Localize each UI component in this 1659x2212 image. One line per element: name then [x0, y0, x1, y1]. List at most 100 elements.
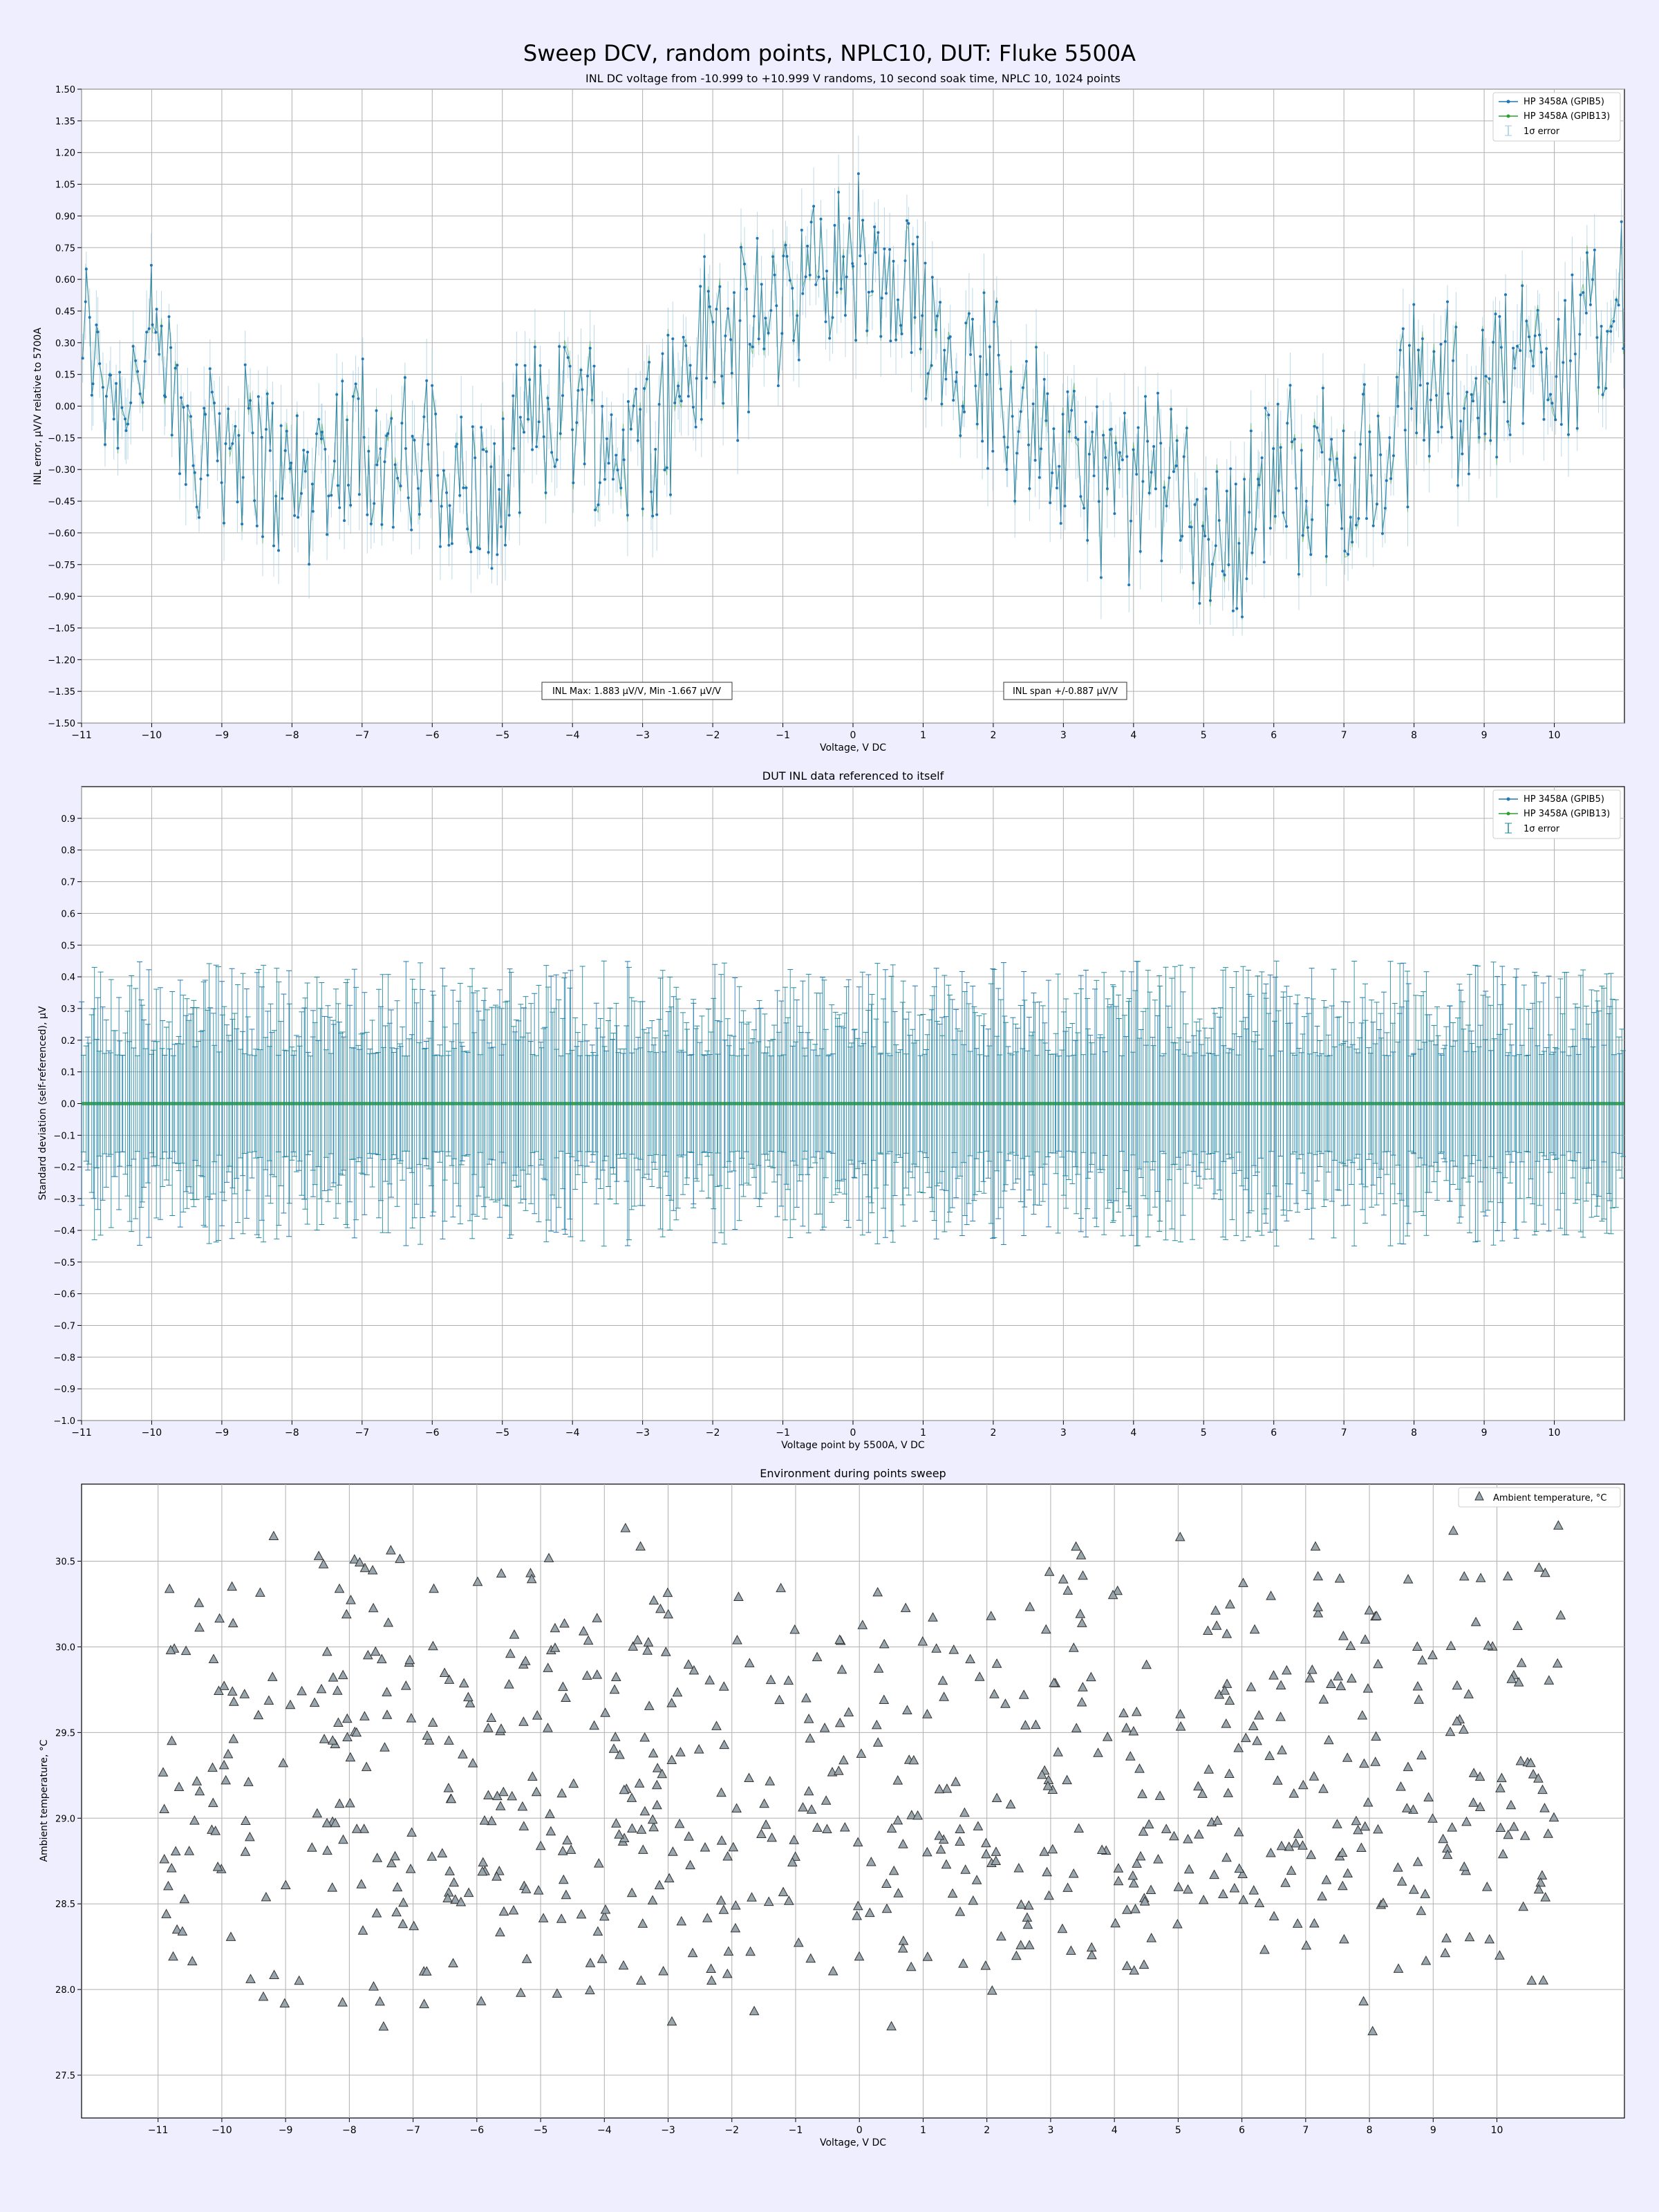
temperature-point: [610, 1732, 621, 1741]
temperature-point: [1096, 1844, 1107, 1854]
inl-point: [711, 320, 715, 324]
inl-point: [1201, 525, 1205, 527]
temperature-point: [1337, 1880, 1348, 1891]
inl-point: [126, 422, 129, 426]
inl-point: [1426, 382, 1430, 385]
inl-point: [1388, 436, 1391, 440]
inl-point: [1484, 375, 1488, 378]
self-legend-series-a: HP 3458A (GPIB5): [1524, 794, 1604, 805]
temperature-point: [334, 1583, 345, 1593]
temperature-point: [1280, 1877, 1291, 1887]
temperature-point: [1240, 1732, 1251, 1743]
temperature-point: [507, 1790, 518, 1801]
inl-point: [1121, 458, 1124, 462]
temperature-point: [941, 1783, 953, 1793]
inl-point: [743, 263, 746, 265]
inl-ylabel: INL error, μV/V relative to 5700A: [32, 328, 44, 485]
inl-point: [1446, 300, 1449, 303]
inl-point: [1262, 561, 1266, 564]
temperature-point: [974, 1671, 985, 1681]
temperature-point: [783, 1895, 794, 1905]
temperature-point: [170, 1846, 181, 1856]
temperature-point: [356, 1879, 367, 1888]
temperature-point: [1223, 1788, 1234, 1797]
inl-point: [748, 343, 751, 346]
temperature-point: [1364, 1604, 1375, 1615]
temperature-point: [664, 1873, 675, 1883]
inl-point: [695, 377, 698, 380]
inl-point: [493, 442, 496, 445]
temperature-point: [1309, 1771, 1320, 1781]
inl-point: [385, 434, 388, 438]
inl-point: [845, 275, 848, 279]
inl-point: [546, 396, 550, 400]
inl-point: [1185, 427, 1188, 430]
temperature-point: [375, 1996, 385, 2006]
self-error-bars: [79, 960, 1626, 1247]
temperature-point: [1013, 1862, 1024, 1873]
temperature-point: [1076, 1550, 1087, 1559]
inl-point: [1165, 505, 1168, 507]
y-tick-label: 0.30: [55, 339, 75, 349]
inl-point: [839, 287, 843, 290]
temperature-point: [532, 1710, 543, 1720]
temperature-point: [803, 1785, 814, 1796]
inl-point: [885, 292, 888, 295]
inl-point: [1376, 414, 1380, 418]
temperature-point: [327, 1882, 338, 1892]
inl-point: [993, 320, 996, 324]
inl-point: [1235, 607, 1239, 610]
x-tick-label: −9: [215, 1427, 229, 1438]
inl-point: [199, 477, 203, 480]
inl-point: [1264, 406, 1267, 410]
inl-point: [1395, 375, 1398, 379]
temperature-point: [346, 1595, 356, 1604]
inl-point: [924, 397, 928, 400]
inl-point: [610, 413, 613, 416]
inl-point: [590, 398, 594, 402]
temperature-point: [706, 1963, 716, 1973]
inl-point: [1622, 347, 1625, 350]
temperature-point: [318, 1559, 329, 1568]
inl-point: [971, 317, 974, 321]
inl-point: [332, 460, 336, 463]
inl-point: [1529, 349, 1533, 353]
inl-point: [1546, 398, 1550, 402]
inl-point: [1192, 581, 1195, 585]
temperature-point: [163, 1880, 174, 1891]
temperature-point: [1396, 1781, 1406, 1791]
temperature-point: [991, 1658, 1002, 1668]
temperature-point: [941, 1859, 952, 1869]
inl-point: [523, 364, 527, 367]
inl-point: [1273, 514, 1277, 518]
inl-point: [1357, 517, 1360, 520]
inl-point: [186, 404, 189, 408]
temperature-point: [1153, 1854, 1163, 1864]
inl-point: [1074, 436, 1078, 440]
inl-point: [961, 404, 964, 408]
temperature-point: [221, 1774, 232, 1785]
temperature-point: [354, 1557, 365, 1567]
temperature-point: [1538, 1975, 1549, 1985]
temperature-point: [663, 1609, 674, 1619]
inl-point: [583, 462, 586, 466]
inl-point: [575, 421, 579, 424]
inl-point: [474, 456, 477, 460]
inl-point: [1579, 293, 1582, 297]
temperature-point: [1339, 1933, 1349, 1944]
temperature-point: [589, 1720, 599, 1730]
inl-point: [1309, 553, 1313, 556]
temperature-point: [728, 1841, 739, 1852]
x-tick-label: −5: [495, 1427, 509, 1438]
inl-point: [907, 222, 910, 225]
inl-point: [837, 191, 841, 194]
temperature-point: [1297, 1840, 1308, 1850]
inl-point: [1031, 402, 1035, 406]
temperature-point: [1440, 1947, 1451, 1958]
temperature-point: [1075, 1609, 1086, 1618]
inl-point: [782, 254, 785, 258]
temperature-point: [1137, 1788, 1147, 1799]
inl-point: [1011, 415, 1014, 418]
temperature-point: [482, 1723, 494, 1732]
env-grid: [82, 1484, 1624, 2118]
